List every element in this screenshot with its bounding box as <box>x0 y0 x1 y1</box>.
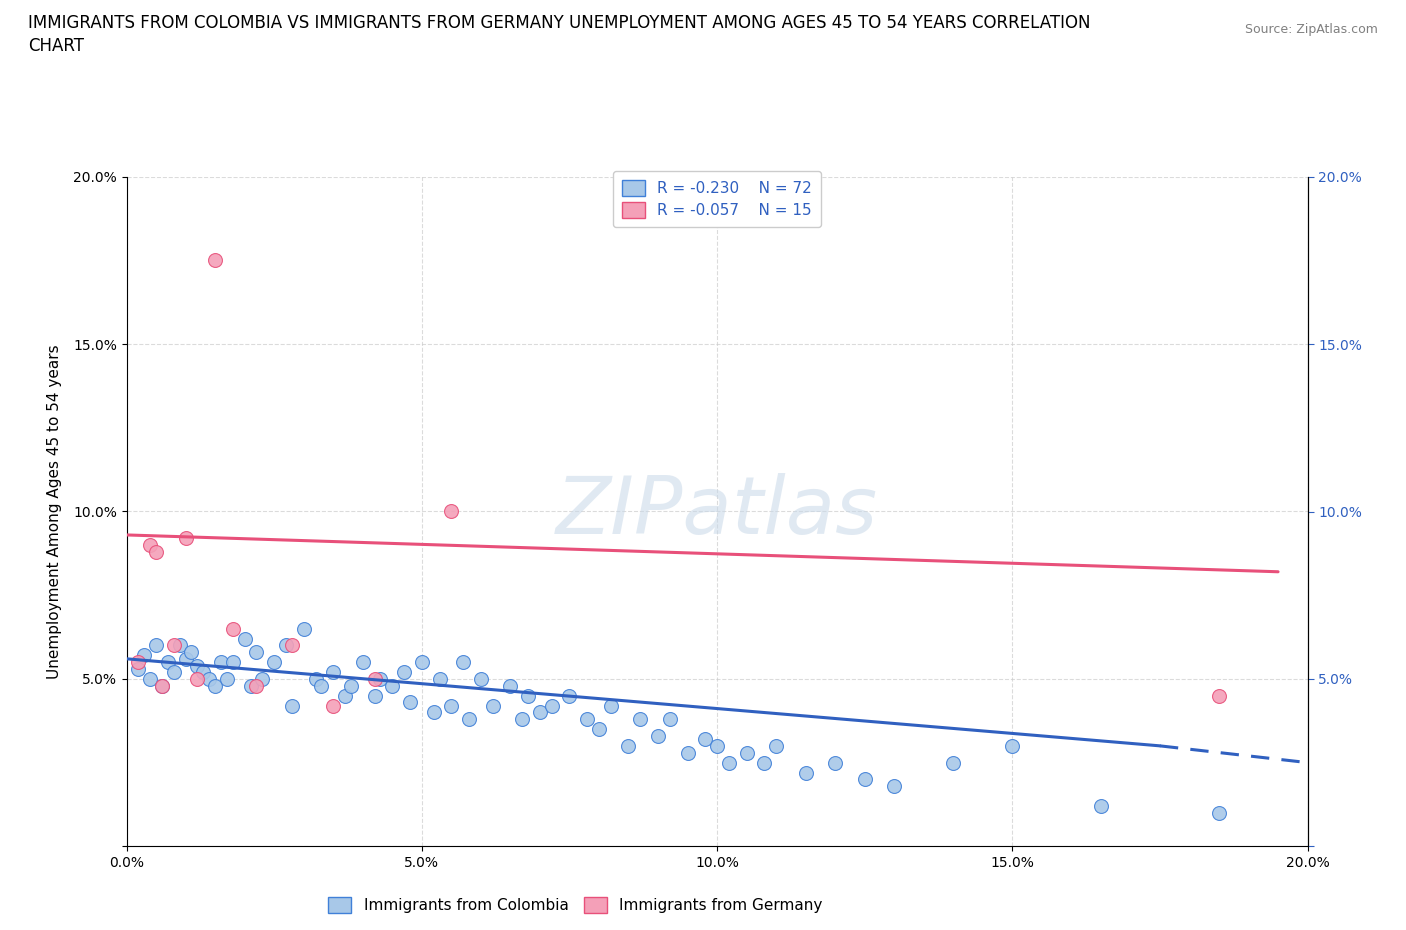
Point <box>150 678 173 693</box>
Point <box>363 671 385 686</box>
Point <box>363 688 385 703</box>
Point <box>186 658 208 673</box>
Legend: Immigrants from Colombia, Immigrants from Germany: Immigrants from Colombia, Immigrants fro… <box>322 891 828 919</box>
Point <box>794 765 817 780</box>
Point <box>706 738 728 753</box>
Point <box>252 671 274 686</box>
Text: IMMIGRANTS FROM COLOMBIA VS IMMIGRANTS FROM GERMANY UNEMPLOYMENT AMONG AGES 45 T: IMMIGRANTS FROM COLOMBIA VS IMMIGRANTS F… <box>28 14 1091 32</box>
Point <box>163 665 186 680</box>
Point <box>233 631 256 646</box>
Point <box>540 698 562 713</box>
Point <box>658 711 681 726</box>
Point <box>824 755 846 770</box>
Text: Source: ZipAtlas.com: Source: ZipAtlas.com <box>1244 23 1378 36</box>
Point <box>204 253 226 268</box>
Point <box>1208 688 1230 703</box>
Point <box>451 655 474 670</box>
Point <box>263 655 285 670</box>
Point <box>340 678 363 693</box>
Point <box>150 678 173 693</box>
Point <box>392 665 415 680</box>
Point <box>717 755 740 770</box>
Point <box>127 655 149 670</box>
Point <box>239 678 262 693</box>
Point <box>193 665 215 680</box>
Point <box>174 531 197 546</box>
Point <box>311 678 333 693</box>
Point <box>470 671 492 686</box>
Point <box>440 698 463 713</box>
Point <box>222 655 245 670</box>
Point <box>853 772 876 787</box>
Point <box>127 661 149 676</box>
Point <box>281 638 304 653</box>
Point <box>145 544 167 559</box>
Point <box>510 711 533 726</box>
Point <box>695 732 717 747</box>
Point <box>440 504 463 519</box>
Point <box>576 711 599 726</box>
Point <box>209 655 232 670</box>
Point <box>529 705 551 720</box>
Point <box>222 621 245 636</box>
Point <box>245 678 267 693</box>
Point <box>322 665 344 680</box>
Point <box>676 745 699 760</box>
Point <box>292 621 315 636</box>
Point <box>304 671 326 686</box>
Point <box>370 671 392 686</box>
Point <box>517 688 540 703</box>
Point <box>163 638 186 653</box>
Point <box>411 655 433 670</box>
Point <box>754 755 776 770</box>
Point <box>281 698 304 713</box>
Point <box>145 638 167 653</box>
Point <box>481 698 503 713</box>
Point <box>735 745 758 760</box>
Point <box>134 648 156 663</box>
Point <box>599 698 621 713</box>
Point <box>381 678 404 693</box>
Text: ZIPatlas: ZIPatlas <box>555 472 879 551</box>
Point <box>322 698 344 713</box>
Point <box>458 711 481 726</box>
Point <box>588 722 610 737</box>
Point <box>647 728 669 743</box>
Point <box>558 688 581 703</box>
Point <box>186 671 208 686</box>
Point <box>883 778 905 793</box>
Point <box>215 671 238 686</box>
Point <box>765 738 787 753</box>
Point <box>1208 805 1230 820</box>
Point <box>422 705 444 720</box>
Point <box>628 711 651 726</box>
Point <box>274 638 297 653</box>
Point <box>156 655 179 670</box>
Point <box>174 651 197 666</box>
Point <box>352 655 374 670</box>
Point <box>198 671 221 686</box>
Point <box>139 538 162 552</box>
Text: CHART: CHART <box>28 37 84 55</box>
Point <box>617 738 640 753</box>
Point <box>169 638 191 653</box>
Point <box>499 678 522 693</box>
Point <box>333 688 356 703</box>
Point <box>399 695 422 710</box>
Point <box>942 755 965 770</box>
Point <box>139 671 162 686</box>
Point <box>1090 799 1112 814</box>
Point <box>1001 738 1024 753</box>
Point <box>245 644 267 659</box>
Point <box>180 644 202 659</box>
Point <box>429 671 451 686</box>
Point <box>204 678 226 693</box>
Y-axis label: Unemployment Among Ages 45 to 54 years: Unemployment Among Ages 45 to 54 years <box>46 344 62 679</box>
